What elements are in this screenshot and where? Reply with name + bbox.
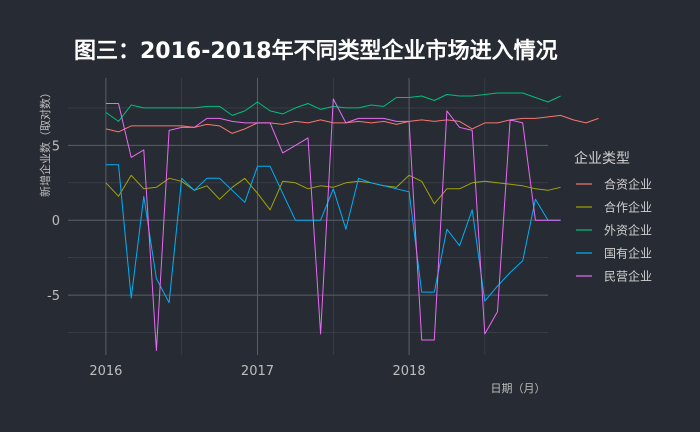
x-tick-label: 2016: [89, 364, 122, 379]
legend-label: 民营企业: [604, 269, 652, 284]
series-line-4: [105, 98, 561, 351]
series-line-0: [105, 114, 599, 134]
x-axis-title: 日期（月）: [491, 382, 546, 395]
x-tick-label: 2017: [241, 364, 274, 379]
y-tick-label: -5: [47, 289, 60, 304]
plot-area: -5 0 5 2016 2017 2018: [47, 78, 599, 379]
y-axis-title: 新增企业数（取对数）: [38, 87, 52, 197]
legend-title: 企业类型: [574, 150, 630, 167]
y-tick-label: 5: [52, 139, 60, 154]
legend-label: 合作企业: [604, 200, 652, 215]
x-tick-label: 2018: [393, 364, 426, 379]
legend-label: 国有企业: [604, 246, 652, 261]
legend-label: 合资企业: [604, 177, 652, 192]
chart-title: 图三：2016-2018年不同类型企业市场进入情况: [74, 38, 558, 64]
series-line-3: [105, 164, 561, 304]
y-tick-label: 0: [52, 214, 60, 229]
legend-label: 外资企业: [604, 223, 652, 238]
